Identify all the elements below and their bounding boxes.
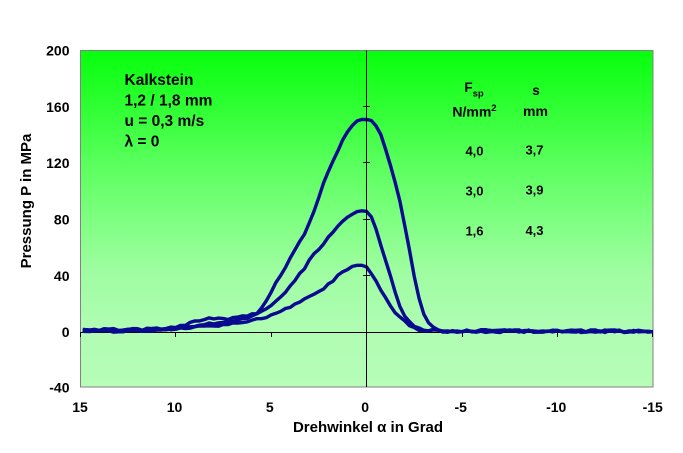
svg-text:10: 10 bbox=[167, 399, 183, 415]
svg-text:-10: -10 bbox=[546, 399, 566, 415]
svg-text:Drehwinkel α in Grad: Drehwinkel α in Grad bbox=[293, 419, 443, 436]
svg-text:0: 0 bbox=[62, 324, 70, 340]
svg-text:200: 200 bbox=[46, 43, 70, 59]
svg-text:Kalkstein: Kalkstein bbox=[125, 72, 194, 89]
svg-text:3,9: 3,9 bbox=[525, 183, 543, 198]
svg-text:1,2 / 1,8 mm: 1,2 / 1,8 mm bbox=[125, 93, 213, 110]
svg-text:80: 80 bbox=[54, 212, 70, 228]
svg-text:λ = 0: λ = 0 bbox=[125, 134, 160, 151]
svg-text:u = 0,3 m/s: u = 0,3 m/s bbox=[125, 113, 205, 130]
svg-text:N/mm2: N/mm2 bbox=[452, 103, 496, 120]
svg-text:Pressung P in MPa: Pressung P in MPa bbox=[18, 133, 35, 268]
svg-text:160: 160 bbox=[46, 99, 70, 115]
svg-text:120: 120 bbox=[46, 155, 70, 171]
svg-text:s: s bbox=[532, 83, 540, 98]
svg-text:3,7: 3,7 bbox=[525, 143, 543, 158]
svg-text:15: 15 bbox=[72, 399, 88, 415]
svg-text:40: 40 bbox=[54, 268, 70, 284]
svg-text:0: 0 bbox=[361, 399, 369, 415]
svg-text:3,0: 3,0 bbox=[465, 184, 483, 199]
svg-text:1,6: 1,6 bbox=[465, 224, 483, 239]
svg-text:4,0: 4,0 bbox=[465, 143, 483, 158]
svg-text:4,3: 4,3 bbox=[525, 223, 543, 238]
svg-text:-40: -40 bbox=[49, 379, 69, 395]
svg-text:mm: mm bbox=[523, 103, 548, 119]
svg-text:-5: -5 bbox=[454, 399, 467, 415]
svg-text:5: 5 bbox=[266, 399, 274, 415]
svg-text:-15: -15 bbox=[643, 399, 663, 415]
